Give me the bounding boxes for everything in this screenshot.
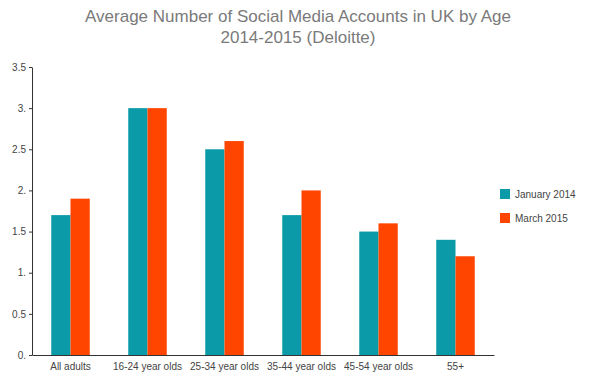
bar bbox=[282, 215, 301, 355]
series bbox=[51, 108, 455, 355]
y-tick-label: 2.5 bbox=[12, 144, 26, 155]
x-tick: All adults bbox=[50, 355, 91, 372]
x-axis-line bbox=[33, 355, 495, 356]
y-tick: 2. bbox=[18, 185, 32, 196]
x-axis: All adults 16-24 year olds 25-34 year olds… bbox=[33, 355, 495, 372]
title: Average Number of Social Media Accounts … bbox=[85, 7, 511, 47]
bar bbox=[71, 199, 90, 355]
y-tick-label: 0.5 bbox=[12, 309, 26, 320]
bar bbox=[51, 215, 70, 355]
x-tick: 25-34 year olds bbox=[190, 355, 259, 372]
y-tick-mark bbox=[29, 355, 32, 356]
y-tick-label: 1.5 bbox=[12, 226, 26, 237]
y-tick: 1.5 bbox=[12, 226, 32, 237]
bar bbox=[302, 190, 321, 355]
y-tick-label: 1. bbox=[18, 267, 26, 278]
y-tick-mark bbox=[29, 149, 32, 150]
y-tick: 2.5 bbox=[12, 144, 32, 155]
title-line: Average Number of Social Media Accounts … bbox=[85, 7, 511, 26]
y-tick: 3. bbox=[18, 103, 32, 114]
bar bbox=[225, 141, 244, 355]
y-tick-mark bbox=[29, 314, 32, 315]
x-tick-label: All adults bbox=[50, 361, 91, 372]
y-tick: 0. bbox=[18, 350, 32, 361]
y-tick-mark bbox=[29, 232, 32, 233]
bar bbox=[205, 149, 224, 355]
bars bbox=[51, 108, 475, 355]
x-tick-label: 25-34 year olds bbox=[190, 361, 259, 372]
bar bbox=[456, 256, 475, 355]
bar bbox=[436, 240, 455, 355]
y-tick-mark bbox=[29, 190, 32, 191]
legend-swatch bbox=[500, 189, 510, 199]
x-tick: 45-54 year olds bbox=[344, 355, 413, 372]
chart: Average Number of Social Media Accounts … bbox=[0, 0, 596, 380]
bar bbox=[379, 223, 398, 355]
legend-item: January 2014 bbox=[500, 189, 576, 200]
y-tick-label: 3.5 bbox=[12, 62, 26, 73]
legend-label: March 2015 bbox=[515, 213, 568, 224]
legend-label: January 2014 bbox=[515, 189, 576, 200]
y-tick: 3.5 bbox=[12, 62, 32, 73]
x-tick-label: 35-44 year olds bbox=[267, 361, 336, 372]
bar bbox=[128, 108, 147, 355]
legend-swatch bbox=[500, 213, 510, 223]
y-axis: 0. 0.5 1. 1.5 2. 2.5 3. 3.5 bbox=[12, 62, 32, 361]
x-tick: 55+ bbox=[447, 355, 464, 372]
series bbox=[71, 108, 475, 355]
bar bbox=[359, 232, 378, 355]
y-tick-mark bbox=[29, 67, 32, 68]
x-tick-label: 16-24 year olds bbox=[113, 361, 182, 372]
y-tick-label: 0. bbox=[18, 350, 26, 361]
title-line: 2014-2015 (Deloitte) bbox=[221, 28, 376, 47]
x-tick: 16-24 year olds bbox=[113, 355, 182, 372]
y-tick: 0.5 bbox=[12, 309, 32, 320]
y-tick-label: 2. bbox=[18, 185, 26, 196]
y-axis-line bbox=[32, 68, 33, 356]
x-tick-label: 55+ bbox=[447, 361, 464, 372]
y-tick: 1. bbox=[18, 267, 32, 278]
bar bbox=[148, 108, 167, 355]
y-tick-mark bbox=[29, 273, 32, 274]
legend: January 2014 March 2015 bbox=[500, 189, 576, 224]
y-tick-mark bbox=[29, 108, 32, 109]
x-tick: 35-44 year olds bbox=[267, 355, 336, 372]
y-tick-label: 3. bbox=[18, 103, 26, 114]
x-tick-label: 45-54 year olds bbox=[344, 361, 413, 372]
legend-item: March 2015 bbox=[500, 213, 568, 224]
